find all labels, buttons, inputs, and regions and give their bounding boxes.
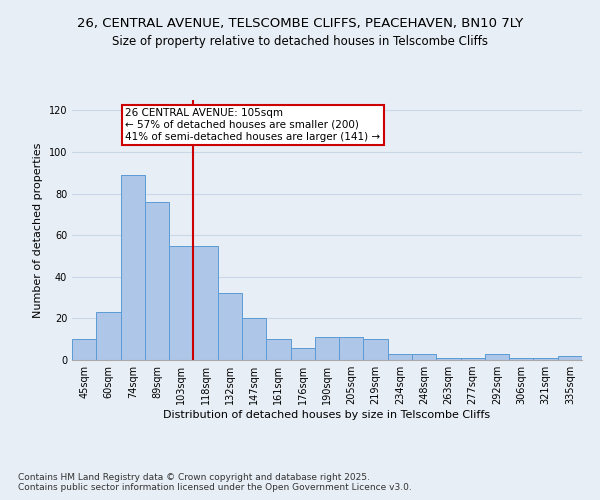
X-axis label: Distribution of detached houses by size in Telscombe Cliffs: Distribution of detached houses by size … <box>163 410 491 420</box>
Bar <box>558 356 582 360</box>
Bar <box>145 202 169 360</box>
Bar <box>96 312 121 360</box>
Text: 26 CENTRAL AVENUE: 105sqm
← 57% of detached houses are smaller (200)
41% of semi: 26 CENTRAL AVENUE: 105sqm ← 57% of detac… <box>125 108 380 142</box>
Bar <box>436 358 461 360</box>
Text: Size of property relative to detached houses in Telscombe Cliffs: Size of property relative to detached ho… <box>112 35 488 48</box>
Bar <box>242 318 266 360</box>
Bar <box>339 337 364 360</box>
Bar <box>193 246 218 360</box>
Bar <box>412 354 436 360</box>
Bar <box>364 339 388 360</box>
Bar <box>461 358 485 360</box>
Bar <box>218 294 242 360</box>
Text: 26, CENTRAL AVENUE, TELSCOMBE CLIFFS, PEACEHAVEN, BN10 7LY: 26, CENTRAL AVENUE, TELSCOMBE CLIFFS, PE… <box>77 18 523 30</box>
Bar <box>169 246 193 360</box>
Bar <box>290 348 315 360</box>
Bar <box>72 339 96 360</box>
Bar <box>485 354 509 360</box>
Text: Contains HM Land Registry data © Crown copyright and database right 2025.
Contai: Contains HM Land Registry data © Crown c… <box>18 473 412 492</box>
Bar <box>509 358 533 360</box>
Bar <box>533 358 558 360</box>
Bar <box>315 337 339 360</box>
Bar <box>388 354 412 360</box>
Y-axis label: Number of detached properties: Number of detached properties <box>33 142 43 318</box>
Bar <box>121 175 145 360</box>
Bar <box>266 339 290 360</box>
